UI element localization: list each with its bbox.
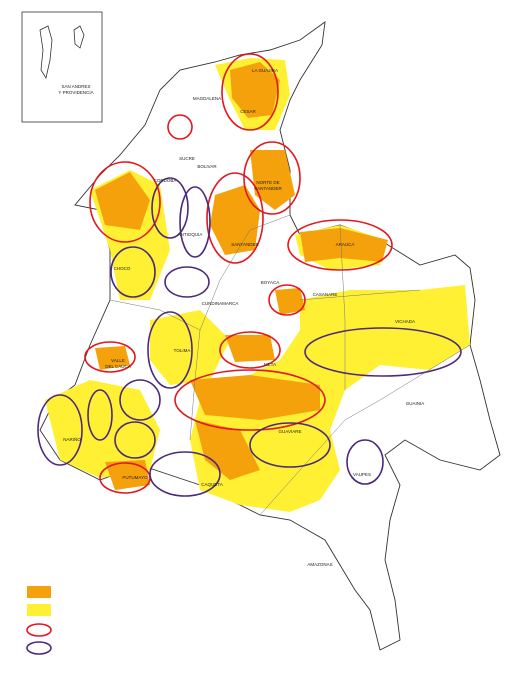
- coverage: [45, 58, 471, 516]
- orange-zone: [300, 228, 388, 262]
- purple-ellipse: [179, 186, 211, 258]
- purple-ellipse: [249, 422, 331, 468]
- red-ellipse: [89, 161, 161, 243]
- department-borders: [109, 214, 471, 516]
- inset: SAN ANDRES Y PROVIDENCIA: [21, 11, 103, 123]
- red-ellipse: [221, 53, 279, 131]
- orange-zone: [230, 62, 280, 118]
- legend-swatch-red: [26, 623, 52, 637]
- orange-zone: [275, 288, 305, 315]
- red-ellipse: [174, 369, 326, 431]
- department-label: SANTANDER: [254, 186, 282, 191]
- department-label: BOYACA: [261, 280, 279, 285]
- purple-ellipse: [151, 177, 189, 239]
- purple-ellipse: [119, 379, 161, 421]
- red-ellipse: [167, 114, 193, 140]
- inset-label: Y PROVIDENCIA: [58, 90, 93, 95]
- purple-ellipse: [110, 246, 156, 298]
- department-label: CUNDINAMARCA: [202, 301, 239, 306]
- department-label: BOLIVAR: [197, 164, 217, 169]
- department-label: VALLE: [111, 358, 125, 363]
- department-label: VICHADA: [395, 319, 415, 324]
- red-ellipse: [268, 284, 306, 316]
- orange-zone: [105, 460, 150, 490]
- orange-zone: [210, 185, 260, 255]
- yellow-zone: [150, 310, 230, 385]
- department-labels: LA GUAJIRA MAGDALENA CESAR SUCRE BOLIVAR…: [63, 68, 424, 567]
- purple-ellipse: [304, 327, 462, 377]
- inset-frame: [21, 11, 103, 123]
- orange-zone: [195, 420, 260, 480]
- orange-zone: [250, 150, 295, 210]
- red-ellipse: [206, 172, 264, 264]
- department-label: SUCRE: [179, 156, 195, 161]
- department-label: SANTANDER: [231, 242, 259, 247]
- department-label: AMAZONAS: [307, 562, 332, 567]
- ellipses: [37, 53, 462, 497]
- department-label: CHOCO: [114, 266, 131, 271]
- department-label: GUAVIARE: [279, 429, 302, 434]
- legend-swatch-yellow: [27, 604, 51, 616]
- island: [39, 25, 53, 80]
- department-label: TOLIMA: [174, 348, 191, 353]
- red-ellipse: [243, 141, 301, 215]
- yellow-zone: [190, 285, 470, 512]
- legend-swatch-orange: [27, 586, 51, 598]
- orange-zone: [190, 375, 320, 420]
- orange-zone: [225, 335, 275, 362]
- department-label: PUTUMAYO: [122, 475, 148, 480]
- purple-ellipse: [149, 451, 221, 497]
- department-label: MAGDALENA: [193, 96, 221, 101]
- legend-swatch-purple: [26, 641, 52, 655]
- purple-ellipse: [37, 394, 83, 466]
- department-label: LA GUAJIRA: [252, 68, 278, 73]
- department-label: CAQUETA: [201, 482, 222, 487]
- purple-ellipse: [346, 439, 384, 485]
- purple-ellipse: [164, 266, 210, 298]
- purple-ellipse: [147, 311, 193, 389]
- island: [73, 25, 85, 49]
- red-ellipse: [84, 341, 136, 373]
- red-ellipse: [287, 219, 393, 271]
- inset-label: SAN ANDRES: [61, 84, 90, 89]
- department-label: NORTE DE: [256, 180, 279, 185]
- department-label: VAUPES: [353, 472, 371, 477]
- department-label: CESAR: [240, 109, 256, 114]
- department-label: CORDOBA: [154, 178, 177, 183]
- purple-ellipse: [114, 421, 156, 459]
- department-label: ANTIOQUIA: [178, 232, 203, 237]
- orange-zone: [95, 172, 150, 230]
- yellow-zone: [45, 380, 160, 478]
- department-label: DEL CAUCA: [105, 364, 131, 369]
- legend: [26, 586, 52, 655]
- department-label: META: [264, 362, 276, 367]
- red-ellipse: [219, 331, 281, 369]
- purple-ellipse: [87, 389, 113, 441]
- department-label: CASANARE: [313, 292, 338, 297]
- department-label: GUAINIA: [406, 401, 425, 406]
- department-label: NARIÑO: [63, 436, 81, 442]
- orange-zone: [95, 346, 130, 370]
- department-label: ARAUCA: [336, 242, 355, 247]
